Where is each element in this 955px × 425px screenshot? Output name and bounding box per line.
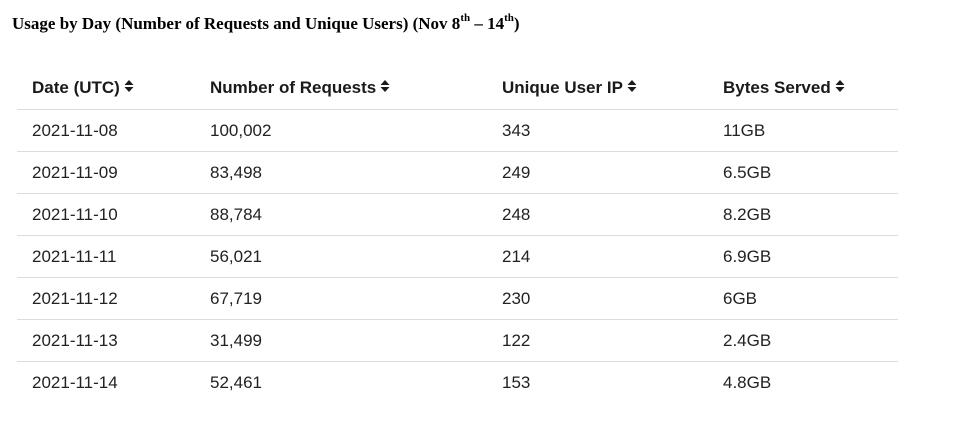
table-row: 2021-11-14 52,461 153 4.8GB: [17, 362, 898, 404]
sort-updown-icon[interactable]: [124, 78, 134, 98]
cell-date: 2021-11-09: [17, 151, 195, 194]
cell-requests: 31,499: [195, 319, 487, 362]
usage-table: Date (UTC) Number of Requests Unique Use…: [17, 68, 898, 403]
table-row: 2021-11-11 56,021 214 6.9GB: [17, 235, 898, 278]
column-header-date[interactable]: Date (UTC): [17, 68, 195, 110]
cell-date: 2021-11-13: [17, 319, 195, 362]
table-row: 2021-11-08 100,002 343 11GB: [17, 109, 898, 152]
cell-unique-ip: 230: [487, 277, 708, 320]
cell-date: 2021-11-11: [17, 235, 195, 278]
column-header-requests[interactable]: Number of Requests: [195, 68, 487, 110]
cell-bytes: 11GB: [708, 109, 898, 152]
cell-requests: 100,002: [195, 109, 487, 152]
table-row: 2021-11-12 67,719 230 6GB: [17, 277, 898, 320]
sort-updown-icon[interactable]: [627, 78, 637, 98]
title-suffix: ): [513, 14, 520, 33]
title-middle: – 14: [470, 14, 505, 33]
cell-requests: 88,784: [195, 193, 487, 236]
cell-unique-ip: 343: [487, 109, 708, 152]
cell-unique-ip: 248: [487, 193, 708, 236]
table-row: 2021-11-10 88,784 248 8.2GB: [17, 193, 898, 236]
column-header-bytes[interactable]: Bytes Served: [708, 68, 898, 110]
column-header-label: Date (UTC): [32, 78, 120, 98]
cell-unique-ip: 122: [487, 319, 708, 362]
table-header-row: Date (UTC) Number of Requests Unique Use…: [17, 68, 898, 110]
column-header-label: Unique User IP: [502, 78, 623, 98]
cell-bytes: 4.8GB: [723, 372, 772, 392]
column-header-unique-ip[interactable]: Unique User IP: [487, 68, 708, 110]
cell-bytes: 8.2GB: [708, 193, 898, 236]
table-row: 2021-11-09 83,498 249 6.5GB: [17, 151, 898, 194]
cell-date: 2021-11-08: [17, 109, 195, 152]
cell-bytes: 6GB: [708, 277, 898, 320]
cell-requests: 52,461: [210, 372, 262, 392]
title-sup-1: th: [460, 12, 471, 24]
cell-requests: 67,719: [195, 277, 487, 320]
cell-requests: 83,498: [195, 151, 487, 194]
cell-bytes: 2.4GB: [708, 319, 898, 362]
page-title: Usage by Day (Number of Requests and Uni…: [12, 12, 520, 34]
column-header-label: Bytes Served: [723, 78, 831, 98]
title-sup-2: th: [504, 12, 514, 24]
cell-unique-ip: 153: [502, 372, 531, 392]
cell-unique-ip: 214: [487, 235, 708, 278]
cell-bytes: 6.5GB: [708, 151, 898, 194]
cell-date: 2021-11-12: [17, 277, 195, 320]
cell-unique-ip: 249: [487, 151, 708, 194]
cell-requests: 56,021: [195, 235, 487, 278]
table-row: 2021-11-13 31,499 122 2.4GB: [17, 319, 898, 362]
title-prefix: Usage by Day (Number of Requests and Uni…: [12, 14, 461, 33]
cell-date: 2021-11-10: [17, 193, 195, 236]
cell-bytes: 6.9GB: [708, 235, 898, 278]
column-header-label: Number of Requests: [210, 78, 377, 98]
sort-updown-icon[interactable]: [835, 78, 845, 98]
cell-date: 2021-11-14: [32, 372, 118, 392]
sort-updown-icon[interactable]: [380, 78, 390, 98]
